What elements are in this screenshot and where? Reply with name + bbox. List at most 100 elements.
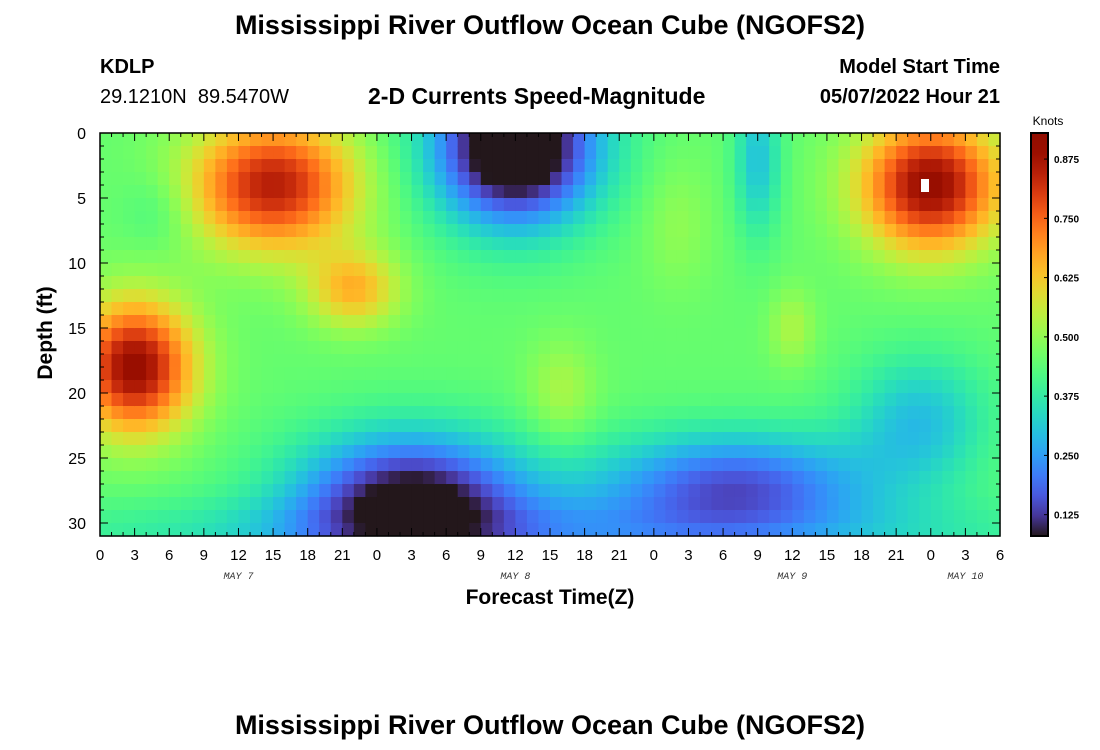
heatmap-cell bbox=[284, 263, 297, 277]
heatmap-cell bbox=[238, 484, 251, 498]
heatmap-cell bbox=[942, 302, 955, 316]
heatmap-cell bbox=[861, 289, 874, 303]
heatmap-cell bbox=[538, 185, 551, 199]
heatmap-cell bbox=[296, 380, 309, 394]
heatmap-cell bbox=[215, 315, 228, 329]
heatmap-cell bbox=[203, 276, 216, 290]
heatmap-cell bbox=[365, 367, 378, 381]
heatmap-cell bbox=[157, 224, 170, 238]
heatmap-cell bbox=[469, 224, 482, 238]
heatmap-cell bbox=[238, 367, 251, 381]
heatmap-cell bbox=[861, 419, 874, 433]
heatmap-cell bbox=[192, 354, 205, 368]
heatmap-cell bbox=[169, 172, 182, 186]
heatmap-cell bbox=[480, 328, 493, 342]
heatmap-cell bbox=[492, 185, 505, 199]
heatmap-cell bbox=[826, 172, 840, 186]
heatmap-cell bbox=[607, 146, 620, 160]
heatmap-cell bbox=[665, 471, 678, 485]
heatmap-cell bbox=[919, 263, 932, 277]
heatmap-cell bbox=[180, 341, 193, 355]
heatmap-cell bbox=[930, 289, 943, 303]
heatmap-cell bbox=[619, 458, 632, 472]
heatmap-cell bbox=[538, 341, 551, 355]
heatmap-cell bbox=[261, 341, 274, 355]
heatmap-cell bbox=[284, 133, 297, 147]
heatmap-cell bbox=[711, 432, 724, 446]
heatmap-cell bbox=[930, 419, 943, 433]
heatmap-cell bbox=[573, 211, 586, 225]
heatmap-cell bbox=[250, 341, 263, 355]
heatmap-cell bbox=[561, 471, 574, 485]
heatmap-cell bbox=[100, 458, 113, 472]
heatmap-cell bbox=[261, 211, 274, 225]
heatmap-cell bbox=[261, 146, 274, 160]
heatmap-cell bbox=[930, 198, 943, 212]
heatmap-cell bbox=[480, 484, 493, 498]
heatmap-cell bbox=[942, 237, 955, 251]
heatmap-cell bbox=[169, 380, 182, 394]
heatmap-cell bbox=[330, 211, 343, 225]
heatmap-cell bbox=[342, 198, 355, 212]
heatmap-cell bbox=[353, 237, 366, 251]
heatmap-cell bbox=[792, 276, 805, 290]
heatmap-cell bbox=[919, 445, 932, 459]
heatmap-cell bbox=[353, 341, 366, 355]
heatmap-cell bbox=[930, 146, 943, 160]
heatmap-cell bbox=[480, 393, 493, 407]
heatmap-cell bbox=[423, 354, 436, 368]
heatmap-cell bbox=[250, 289, 263, 303]
heatmap-cell bbox=[400, 471, 413, 485]
heatmap-cell bbox=[515, 159, 528, 173]
heatmap-cell bbox=[780, 393, 793, 407]
heatmap-cell bbox=[711, 341, 724, 355]
heatmap-cell bbox=[850, 380, 863, 394]
heatmap-cell bbox=[596, 289, 609, 303]
heatmap-cell bbox=[365, 471, 378, 485]
heatmap-cell bbox=[769, 445, 782, 459]
heatmap-cell bbox=[976, 315, 990, 329]
heatmap-cell bbox=[850, 354, 863, 368]
heatmap-cell bbox=[584, 471, 597, 485]
heatmap-cell bbox=[884, 497, 897, 511]
heatmap-cell bbox=[307, 380, 320, 394]
heatmap-cell bbox=[273, 263, 286, 277]
heatmap-cell bbox=[226, 523, 240, 537]
heatmap-cell bbox=[838, 172, 851, 186]
heatmap-cell bbox=[503, 159, 516, 173]
heatmap-cell bbox=[203, 393, 216, 407]
heatmap-cell bbox=[284, 146, 297, 160]
x-tick-label: 6 bbox=[719, 547, 727, 564]
heatmap-cell bbox=[134, 471, 147, 485]
heatmap-cell bbox=[319, 133, 332, 147]
heatmap-cell bbox=[769, 484, 782, 498]
heatmap-cell bbox=[423, 276, 436, 290]
heatmap-cell bbox=[446, 367, 459, 381]
heatmap-cell bbox=[538, 497, 551, 511]
heatmap-cell bbox=[584, 224, 597, 238]
heatmap-cell bbox=[492, 133, 505, 147]
heatmap-cell bbox=[861, 471, 874, 485]
heatmap-cell bbox=[988, 198, 1001, 212]
heatmap-cell bbox=[815, 250, 828, 264]
heatmap-cell bbox=[157, 146, 170, 160]
heatmap-cell bbox=[446, 328, 459, 342]
heatmap-cell bbox=[365, 523, 378, 537]
heatmap-cell bbox=[780, 367, 793, 381]
heatmap-cell bbox=[826, 497, 840, 511]
heatmap-cell bbox=[769, 471, 782, 485]
heatmap-cell bbox=[907, 172, 920, 186]
heatmap-cell bbox=[296, 432, 309, 446]
heatmap-cell bbox=[284, 432, 297, 446]
heatmap-cell bbox=[850, 471, 863, 485]
heatmap-cell bbox=[111, 185, 124, 199]
heatmap-cell bbox=[319, 380, 332, 394]
heatmap-cell bbox=[734, 185, 747, 199]
heatmap-cell bbox=[319, 289, 332, 303]
heatmap-cell bbox=[757, 315, 770, 329]
heatmap-cell bbox=[307, 172, 320, 186]
heatmap-cell bbox=[226, 185, 240, 199]
heatmap-cell bbox=[250, 198, 263, 212]
heatmap-cell bbox=[861, 380, 874, 394]
heatmap-cell bbox=[746, 185, 759, 199]
